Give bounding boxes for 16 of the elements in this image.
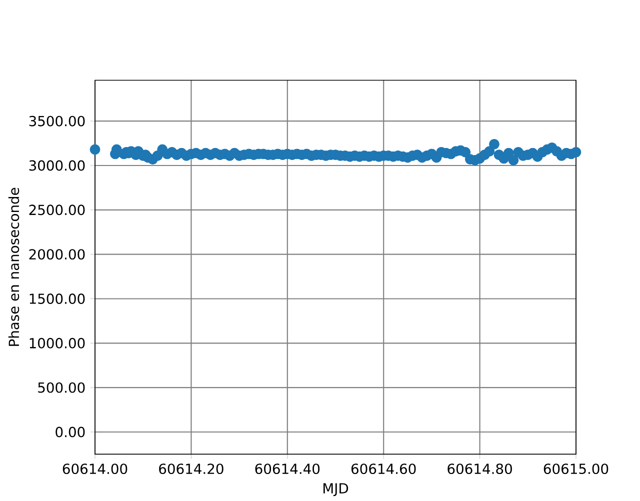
x-axis-title: MJD	[323, 483, 348, 496]
x-tick-label: 60614.40	[255, 464, 320, 474]
y-tick-label: 0.00	[56, 426, 85, 438]
y-tick-label: 3000.00	[29, 160, 85, 171]
x-tick-label: 60614.20	[159, 464, 224, 474]
y-tick-label: 1500.00	[30, 294, 85, 304]
x-tick-label: 60615.00	[544, 464, 608, 474]
x-tick-label: 60614.00	[62, 464, 128, 474]
y-tick-label: 3500.00	[29, 116, 85, 127]
y-tick-label: 1000.00	[30, 338, 85, 349]
y-tick-label: 500.00	[38, 382, 85, 394]
y-axis-title: Phase en nanoseconde	[8, 188, 20, 346]
y-tick-label: 2500.00	[29, 204, 85, 216]
x-tick-label: 60614.60	[351, 464, 416, 474]
y-tick-label: 2000.00	[29, 249, 85, 260]
x-tick-label: 60614.80	[448, 464, 512, 474]
